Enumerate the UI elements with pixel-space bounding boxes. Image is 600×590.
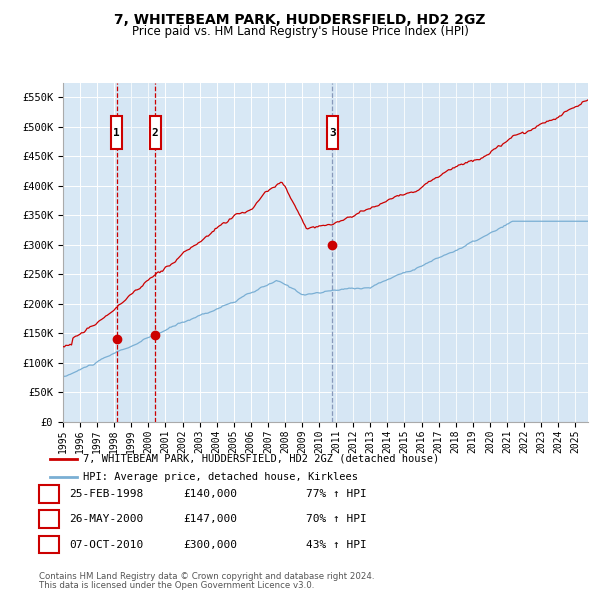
Text: 43% ↑ HPI: 43% ↑ HPI (306, 540, 367, 549)
Text: 2: 2 (46, 514, 52, 524)
Text: This data is licensed under the Open Government Licence v3.0.: This data is licensed under the Open Gov… (39, 581, 314, 590)
Text: 3: 3 (46, 540, 52, 549)
Text: 2: 2 (152, 128, 158, 137)
Bar (332, 83, 588, 422)
Text: 07-OCT-2010: 07-OCT-2010 (69, 540, 143, 549)
Text: 1: 1 (46, 489, 52, 499)
Text: £140,000: £140,000 (183, 489, 237, 499)
Bar (327, 116, 338, 149)
Bar (116, 83, 155, 422)
Text: 25-FEB-1998: 25-FEB-1998 (69, 489, 143, 499)
Bar (150, 116, 161, 149)
Text: 7, WHITEBEAM PARK, HUDDERSFIELD, HD2 2GZ (detached house): 7, WHITEBEAM PARK, HUDDERSFIELD, HD2 2GZ… (83, 454, 439, 464)
Text: 70% ↑ HPI: 70% ↑ HPI (306, 514, 367, 524)
Text: HPI: Average price, detached house, Kirklees: HPI: Average price, detached house, Kirk… (83, 472, 358, 482)
Bar (111, 116, 122, 149)
Text: 7, WHITEBEAM PARK, HUDDERSFIELD, HD2 2GZ: 7, WHITEBEAM PARK, HUDDERSFIELD, HD2 2GZ (114, 13, 486, 27)
Text: 1: 1 (113, 128, 120, 137)
Text: 26-MAY-2000: 26-MAY-2000 (69, 514, 143, 524)
Text: £147,000: £147,000 (183, 514, 237, 524)
Text: Contains HM Land Registry data © Crown copyright and database right 2024.: Contains HM Land Registry data © Crown c… (39, 572, 374, 581)
Text: 77% ↑ HPI: 77% ↑ HPI (306, 489, 367, 499)
Text: 3: 3 (329, 128, 335, 137)
Text: £300,000: £300,000 (183, 540, 237, 549)
Text: Price paid vs. HM Land Registry's House Price Index (HPI): Price paid vs. HM Land Registry's House … (131, 25, 469, 38)
